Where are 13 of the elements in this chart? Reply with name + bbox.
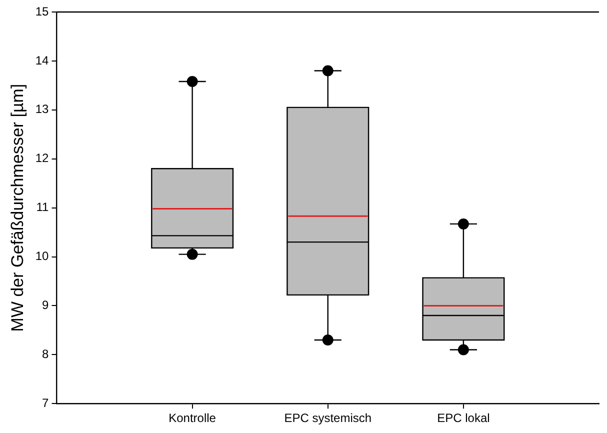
x-tick-label: Kontrolle bbox=[168, 411, 216, 426]
y-tick-label: 8 bbox=[42, 346, 50, 361]
y-tick-label: 12 bbox=[35, 151, 50, 166]
x-tick-label: EPC systemisch bbox=[284, 411, 372, 426]
y-tick-label: 13 bbox=[35, 102, 50, 116]
y-tick-label: 9 bbox=[42, 298, 50, 312]
y-tick-label: 15 bbox=[35, 4, 50, 18]
y-tick-label: 10 bbox=[35, 249, 50, 264]
y-tick-label: 14 bbox=[35, 53, 50, 68]
y-axis-title: MW der Gefäßdurchmesser [µm] bbox=[8, 84, 27, 332]
y-tick-label: 7 bbox=[42, 396, 50, 410]
y-tick-label: 11 bbox=[36, 200, 50, 214]
x-tick-label: EPC lokal bbox=[437, 411, 490, 426]
